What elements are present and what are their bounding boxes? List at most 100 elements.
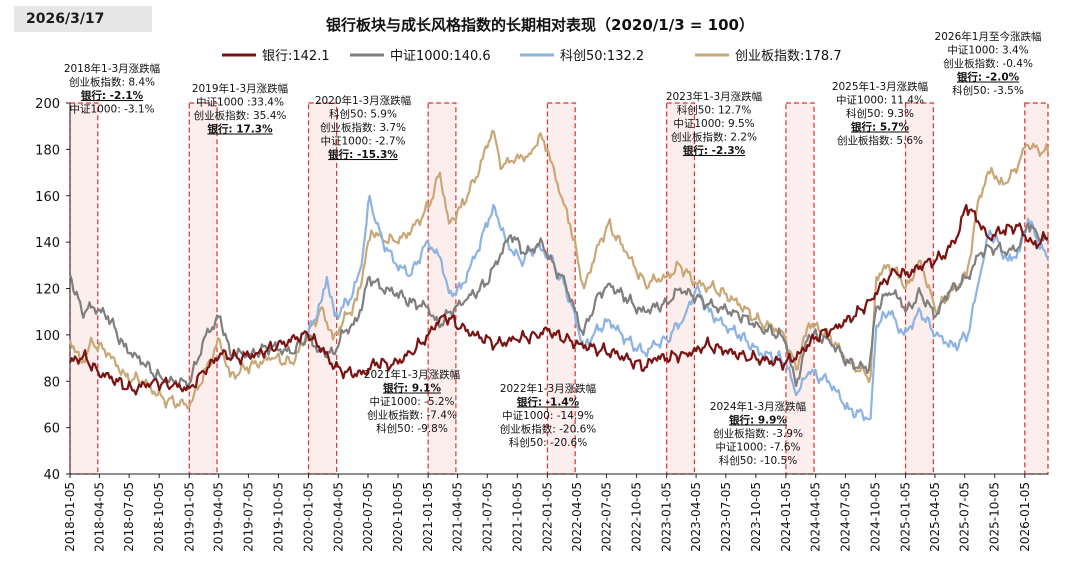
annotation-5-line-0: 2023年1-3月涨跌幅 — [666, 90, 762, 103]
annotation-2-line-1: 科创50: 5.9% — [329, 108, 397, 121]
annotation-5-line-1: 科创50: 12.7% — [677, 104, 752, 117]
annotation-0-line-3: 中证1000: -3.1% — [69, 103, 154, 116]
y-tick-label: 140 — [35, 236, 60, 251]
annotation-3-line-1: 银行: 9.1% — [383, 382, 441, 395]
annotation-3-line-0: 2021年1-3月涨跌幅 — [364, 368, 460, 381]
annotation-8-line-2: 创业板指数: -0.4% — [943, 57, 1033, 70]
x-tick-label: 2022-10-05 — [630, 482, 644, 552]
annotation-2-line-4: 银行: -15.3% — [328, 148, 398, 161]
annotation-7-line-4: 创业板指数: 5.6% — [837, 134, 923, 147]
axes: 40 60 80 100 120 140 160 180 200 2018-01-05 2018-0… — [35, 97, 1048, 552]
shaded-period-3 — [427, 102, 457, 475]
annotation-6-line-1: 银行: 9.9% — [729, 414, 787, 427]
annotation-5-line-3: 创业板指数: 2.2% — [671, 131, 757, 144]
chart-title: 银行板块与成长风格指数的长期相对表现（2020/1/3 = 100） — [326, 16, 754, 34]
series-lines — [68, 129, 1050, 422]
annotation-4-line-4: 科创50: -20.6% — [509, 436, 587, 449]
x-tick-label: 2020-07-05 — [361, 482, 375, 552]
legend-label-科创50: 科创50:132.2 — [560, 49, 644, 64]
x-tick-label: 2019-10-05 — [271, 482, 285, 552]
x-tick-label: 2023-07-05 — [719, 482, 733, 552]
annotation-8-line-4: 科创50: -3.5% — [952, 84, 1024, 97]
annotation-5-line-4: 银行: -2.3% — [683, 144, 746, 157]
x-tick-label: 2023-04-05 — [689, 482, 703, 552]
x-tick-label: 2018-01-05 — [63, 482, 77, 552]
annotation-4-line-1: 银行: -1.4% — [517, 396, 580, 409]
annotation-8-line-3: 银行: -2.0% — [957, 71, 1020, 84]
annotation-1-line-1: 中证1000 :33.4% — [196, 96, 284, 109]
annotation-4-line-3: 创业板指数: -20.6% — [500, 423, 597, 436]
x-tick-label: 2025-01-05 — [899, 482, 913, 552]
x-tick-label: 2020-01-05 — [302, 482, 316, 552]
annotation-3-line-4: 科创50: -9.8% — [376, 422, 448, 435]
series-line-科创50 — [306, 194, 1050, 422]
legend-label-中证1000: 中证1000:140.6 — [390, 49, 491, 64]
x-tick-label: 2024-10-05 — [868, 482, 882, 552]
x-tick-label: 2018-04-05 — [92, 482, 106, 552]
x-tick-label: 2022-01-05 — [540, 482, 554, 552]
x-tick-label: 2018-07-05 — [122, 482, 136, 552]
series-line-创业板指数 — [68, 129, 1050, 410]
x-tick-label: 2025-10-05 — [988, 482, 1002, 552]
annotation-2-line-2: 创业板指数: 3.7% — [320, 121, 406, 134]
annotation-3-line-2: 中证1000: -5.2% — [369, 395, 454, 408]
x-tick-label: 2025-07-05 — [958, 482, 972, 552]
legend: 银行:142.1 中证1000:140.6 科创50:132.2 创业板指数:178.… — [222, 49, 842, 64]
shaded-period-6 — [785, 102, 815, 475]
y-tick-label: 80 — [43, 375, 60, 390]
x-tick-label: 2024-07-05 — [838, 482, 852, 552]
y-tick-label: 60 — [43, 422, 60, 437]
x-tick-label: 2021-01-05 — [421, 482, 435, 552]
annotation-1-line-0: 2019年1-3月涨跌幅 — [192, 82, 288, 95]
y-tick-label: 200 — [35, 97, 60, 112]
x-tick-label: 2023-10-05 — [749, 482, 763, 552]
annotation-4-line-2: 中证1000: -14.9% — [502, 409, 594, 422]
legend-label-银行: 银行:142.1 — [262, 49, 330, 64]
x-tick-label: 2022-04-05 — [570, 482, 584, 552]
y-tick-label: 40 — [43, 468, 60, 483]
shaded-periods — [69, 102, 1049, 475]
annotation-7-line-2: 科创50: 9.3% — [846, 107, 914, 120]
annotation-0-line-1: 创业板指数: 8.4% — [69, 76, 155, 89]
series-line-银行 — [68, 203, 1049, 396]
x-tick-label: 2023-01-05 — [660, 482, 674, 552]
legend-label-创业板指数: 创业板指数:178.7 — [735, 49, 842, 64]
annotation-7-line-0: 2025年1-3月涨跌幅 — [832, 80, 928, 93]
shaded-period-0 — [69, 102, 99, 475]
annotation-7-line-3: 银行: 5.7% — [851, 121, 909, 134]
x-tick-label: 2019-01-05 — [182, 482, 196, 552]
annotation-2-line-3: 中证1000: -2.7% — [320, 135, 405, 148]
y-tick-label: 100 — [35, 329, 60, 344]
annotation-6-line-0: 2024年1-3月涨跌幅 — [710, 400, 806, 413]
annotation-3-line-3: 创业板指数: -7.4% — [367, 409, 457, 422]
annotation-1-line-2: 创业板指数: 35.4% — [194, 109, 287, 122]
x-tick-label: 2022-07-05 — [600, 482, 614, 552]
shaded-period-1 — [188, 102, 218, 475]
annotation-4-line-0: 2022年1-3月涨跌幅 — [500, 382, 596, 395]
annotation-5-line-2: 中证1000: 9.5% — [673, 117, 754, 130]
annotation-8-line-0: 2026年1月至今涨跌幅 — [935, 30, 1042, 43]
x-tick-label: 2024-04-05 — [809, 482, 823, 552]
x-tick-label: 2025-04-05 — [928, 482, 942, 552]
x-tick-label: 2026-01-05 — [1018, 482, 1032, 552]
y-tick-label: 180 — [35, 143, 60, 158]
x-tick-label: 2020-10-05 — [391, 482, 405, 552]
annotation-7-line-1: 中证1000: 11.4% — [836, 94, 924, 107]
annotation-0-line-2: 银行: -2.1% — [81, 89, 144, 102]
date-badge: 2026/3/17 — [14, 6, 152, 32]
annotation-6-line-2: 创业板指数: -3.9% — [713, 427, 803, 440]
annotation-1-line-3: 银行: 17.3% — [207, 123, 273, 136]
x-tick-label: 2018-10-05 — [152, 482, 166, 552]
annotation-0-line-0: 2018年1-3月涨跌幅 — [64, 62, 160, 75]
annotation-6-line-3: 中证1000: -7.6% — [715, 441, 800, 454]
x-tick-label: 2021-07-05 — [480, 482, 494, 552]
y-tick-label: 120 — [35, 283, 60, 298]
x-tick-label: 2020-04-05 — [331, 482, 345, 552]
x-tick-label: 2019-04-05 — [212, 482, 226, 552]
x-tick-label: 2021-10-05 — [510, 482, 524, 552]
annotation-2-line-0: 2020年1-3月涨跌幅 — [315, 94, 411, 107]
annotation-8-line-1: 中证1000: 3.4% — [947, 44, 1028, 57]
shaded-period-2 — [307, 102, 338, 475]
